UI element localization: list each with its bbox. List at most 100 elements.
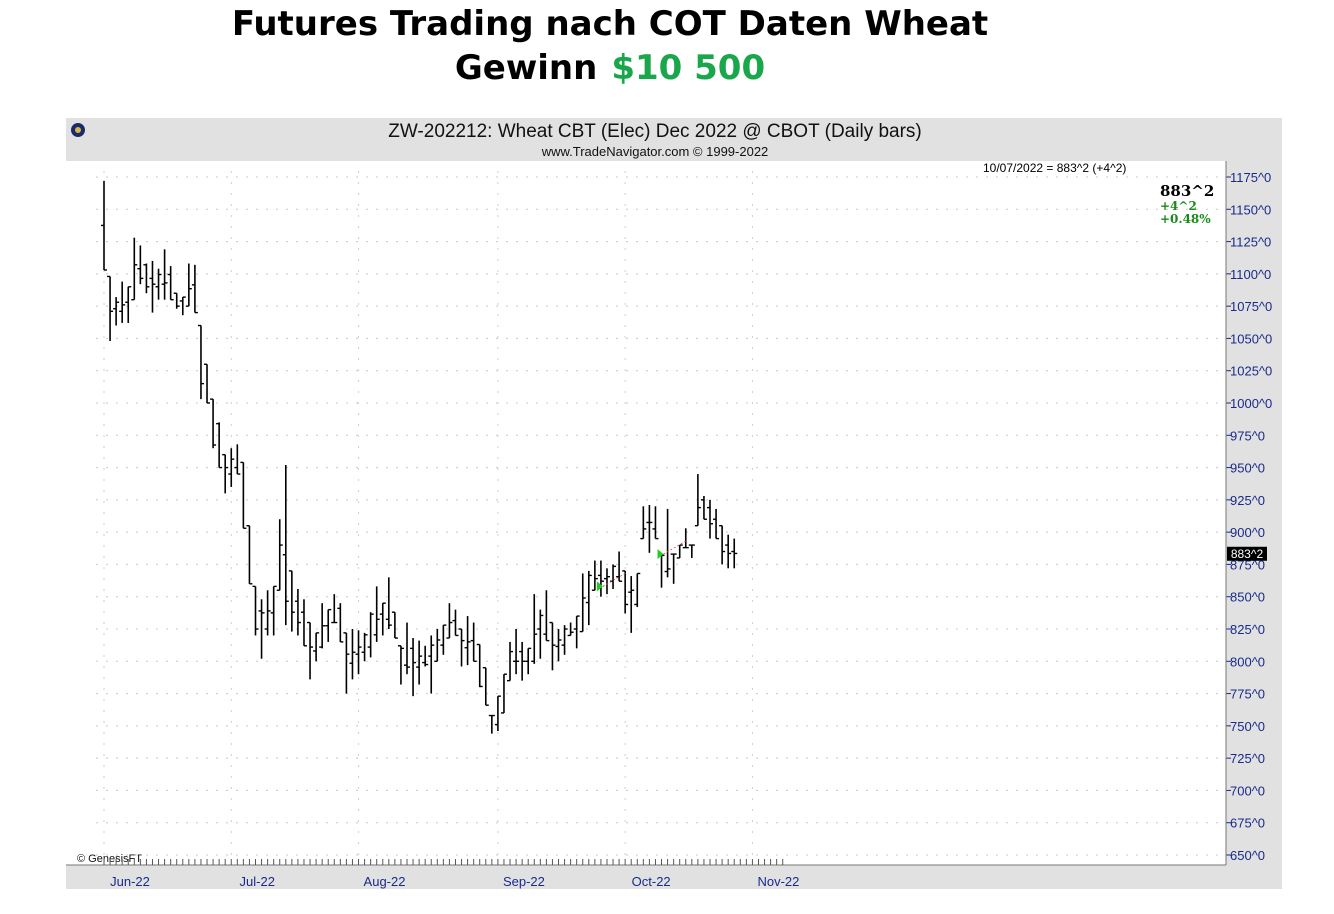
ohlc-bar [119, 281, 126, 323]
ohlc-bar [143, 263, 150, 294]
ohlc-bar [167, 266, 174, 301]
entry-marker-icon [657, 549, 664, 560]
ohlc-bar [355, 630, 362, 675]
ohlc-bar [216, 422, 223, 469]
ohlc-bar [300, 599, 307, 647]
ohlc-bar [252, 585, 259, 636]
ohlc-bar [543, 590, 550, 642]
ohlc-bar [379, 602, 386, 636]
ohlc-bar [670, 553, 677, 584]
ohlc-bar [476, 643, 483, 688]
ohlc-bar [591, 560, 598, 591]
ohlc-bar [616, 551, 623, 582]
ohlc-bar [107, 275, 114, 342]
price-marker: 883^2 [1227, 546, 1267, 561]
last-change: +4^2 [1160, 199, 1197, 213]
ohlc-bar [531, 594, 538, 664]
ohlc-bar [173, 292, 180, 309]
ohlc-bar [294, 588, 301, 636]
ohlc-bar [573, 615, 580, 649]
x-month-label: Jul-22 [240, 874, 275, 889]
ohlc-bar [585, 570, 592, 626]
y-tick-label: 1000^0 [1230, 396, 1272, 411]
y-tick-label: 775^0 [1230, 687, 1265, 702]
y-tick-label: 825^0 [1230, 622, 1265, 637]
ohlc-bar [155, 268, 162, 300]
ohlc-bar [276, 519, 283, 591]
price-marker-label: 883^2 [1231, 547, 1264, 561]
ohlc-bar [385, 577, 392, 629]
ohlc-bar [610, 564, 617, 589]
ohlc-bar [391, 611, 398, 639]
ohlc-bars [101, 180, 738, 734]
y-tick-label: 975^0 [1230, 428, 1265, 443]
ohlc-bar [161, 249, 168, 300]
headline-title: Futures Trading nach COT Daten Wheat [231, 4, 989, 44]
ohlc-bar [597, 560, 604, 597]
ohlc-bar [470, 622, 477, 662]
ohlc-bar [634, 572, 641, 608]
logo-icon [71, 123, 85, 137]
ohlc-bar [270, 585, 277, 636]
ohlc-bar [700, 495, 707, 520]
ohlc-bar [101, 180, 107, 271]
ohlc-bar [688, 544, 695, 558]
ohlc-bar [343, 632, 350, 694]
ohlc-bar [567, 622, 574, 637]
ohlc-bar [404, 622, 410, 675]
ohlc-bar [603, 568, 610, 595]
ohlc-bar [349, 629, 356, 680]
ohlc-bar [664, 508, 671, 578]
ohlc-bar [713, 508, 720, 540]
ohlc-bar [210, 398, 217, 449]
ohlc-bar [446, 603, 453, 639]
ohlc-bar [434, 629, 441, 662]
y-tick-label: 650^0 [1230, 848, 1265, 863]
ohlc-bar [331, 594, 338, 624]
ohlc-bar [707, 499, 713, 539]
y-tick-label: 900^0 [1230, 525, 1265, 540]
ohlc-bar [440, 624, 447, 655]
x-month-label: Nov-22 [757, 874, 799, 889]
ohlc-bar [452, 609, 459, 637]
ohlc-bar [682, 528, 689, 549]
ohlc-bar [410, 638, 417, 697]
ohlc-bar [149, 260, 156, 313]
ohlc-bar [288, 570, 295, 632]
ohlc-bar [537, 609, 544, 659]
profit-value: $10 500 [611, 48, 766, 88]
ohlc-bar [416, 640, 423, 685]
ohlc-bar [234, 444, 241, 475]
ohlc-bar [361, 632, 368, 662]
ohlc-bar [658, 554, 665, 588]
y-axis: 650^0 675^0 700^0 725^0 750^0 775^0 800^0 825^0… [1225, 161, 1272, 865]
ohlc-bar [555, 629, 562, 662]
ohlc-bar [579, 573, 586, 633]
ohlc-bar [367, 612, 374, 658]
y-tick-label: 1125^0 [1230, 235, 1271, 250]
y-tick-label: 750^0 [1230, 719, 1265, 734]
y-tick-label: 725^0 [1230, 751, 1265, 766]
chart-title: ZW-202212: Wheat CBT (Elec) Dec 2022 @ C… [388, 121, 922, 142]
ohlc-bar [422, 645, 429, 667]
ohlc-bar [228, 448, 235, 487]
ohlc-bar [325, 608, 332, 642]
ohlc-bar [131, 237, 138, 301]
y-tick-label: 1100^0 [1230, 267, 1271, 282]
ohlc-bar [640, 506, 647, 540]
ohlc-bar [482, 667, 489, 706]
ohlc-bar [646, 505, 653, 553]
ohlc-bar [494, 695, 501, 732]
ohlc-bar [428, 635, 435, 694]
ohlc-bar [628, 576, 635, 633]
ohlc-bar [246, 524, 253, 585]
ohlc-bar [179, 296, 186, 316]
ohlc-bar [258, 599, 265, 659]
ohlc-bar [113, 297, 120, 326]
entry-marker-icon [596, 581, 603, 592]
ohlc-bar [191, 264, 198, 314]
y-tick-label: 875^0 [1230, 557, 1265, 572]
last-bar-info: 10/07/2022 = 883^2 (+4^2) [983, 161, 1126, 175]
y-tick-label: 1050^0 [1230, 331, 1272, 346]
y-tick-label: 800^0 [1230, 654, 1265, 669]
